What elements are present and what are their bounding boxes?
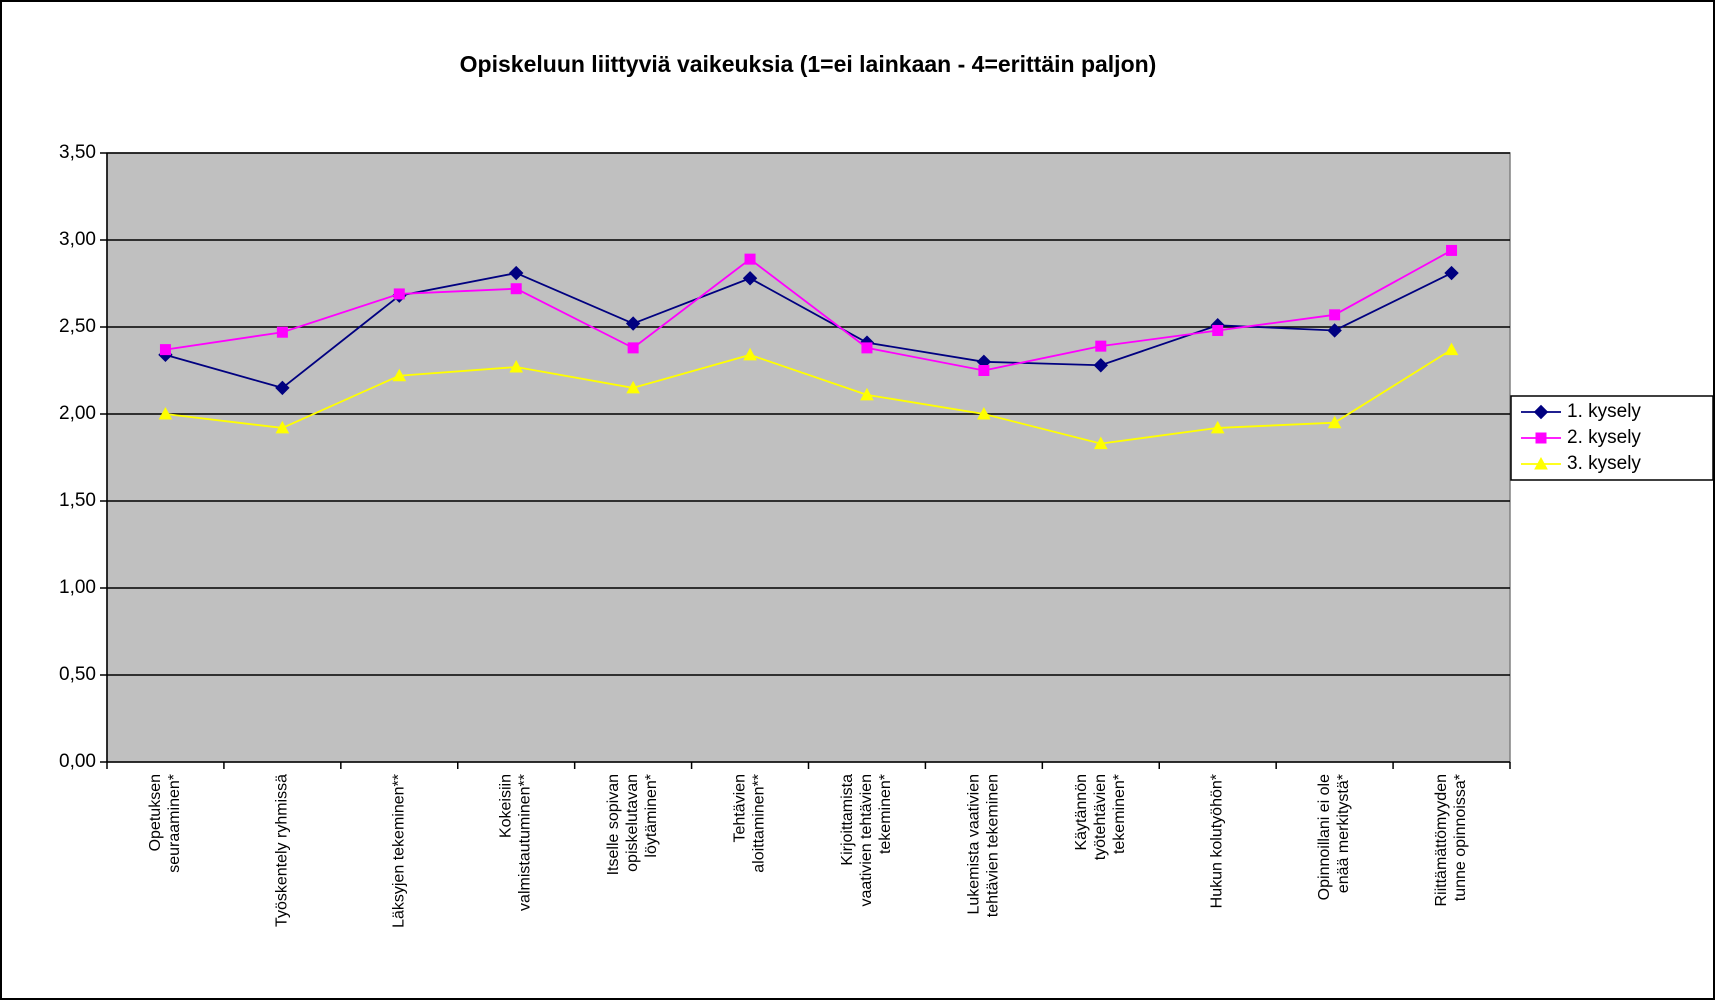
series-line [165, 272, 1452, 389]
marker [276, 326, 288, 338]
marker [158, 406, 173, 420]
y-tick-label: 0,00 [59, 751, 96, 772]
y-tick-label: 3,50 [59, 142, 96, 163]
marker [1327, 415, 1342, 429]
y-tick-label: 2,50 [59, 316, 96, 337]
marker [1327, 323, 1342, 338]
marker [742, 271, 758, 286]
marker [977, 406, 991, 420]
y-tick-label: 1,50 [59, 490, 96, 511]
marker [978, 365, 990, 376]
marker [1329, 309, 1341, 321]
marker [743, 347, 757, 361]
marker [1210, 420, 1225, 434]
marker [744, 253, 756, 265]
marker [1093, 358, 1108, 373]
marker [509, 359, 524, 373]
marker [860, 387, 874, 401]
marker [393, 288, 405, 300]
x-tick-label: Riittämättömyyden tunne opinnoissa* [1433, 774, 1469, 907]
marker [1533, 404, 1549, 420]
legend-label: 1. kysely [1567, 401, 1641, 422]
chart-title: Opiskeluun liittyviä vaikeuksia (1=ei la… [460, 51, 1157, 77]
marker [1093, 436, 1108, 450]
marker [625, 316, 641, 331]
marker [1444, 265, 1459, 281]
y-tick-label: 2,00 [59, 403, 96, 424]
x-tick-label: Kirjoittamista vaativien tehtävien tekemin… [839, 774, 894, 907]
legend-label: 2. kysely [1567, 427, 1641, 448]
marker [1535, 432, 1547, 444]
x-tick-label: Itselle sopivan opiskelutavan löytäminen* [605, 774, 660, 875]
marker [509, 265, 524, 281]
marker [1446, 244, 1458, 256]
x-tick-label: Tehtävien aloittaminen** [732, 774, 768, 873]
legend-label: 3. kysely [1567, 453, 1641, 474]
y-tick-label: 3,00 [59, 229, 96, 250]
marker [275, 380, 290, 396]
series-line [165, 348, 1453, 445]
x-tick-label: Käytännön työtehtävien tekeminen* [1073, 774, 1128, 860]
marker [626, 380, 640, 394]
x-tick-label: Lukemista vaativien tehtävien tekeminen [966, 774, 1002, 917]
marker [1534, 456, 1548, 470]
x-tick-label: Opetuksen seuraaminen* [147, 774, 183, 873]
marker [275, 420, 290, 434]
marker [1444, 342, 1459, 356]
marker [392, 368, 407, 382]
x-tick-label: Läksyjen tekeminen** [391, 774, 408, 928]
x-tick-label: Opinnoillani ei ole enää merkitystä* [1316, 774, 1352, 900]
marker [1212, 324, 1224, 336]
x-tick-label: Työskentely ryhmissä [274, 774, 291, 927]
x-tick-label: Hukun kolutyöhön* [1209, 774, 1226, 908]
marker [510, 283, 522, 295]
y-tick-label: 0,50 [59, 664, 96, 685]
series-line [165, 249, 1452, 372]
marker [627, 342, 639, 354]
x-tick-label: Kokeisiin valmistautuminen** [498, 774, 534, 911]
marker [861, 342, 873, 354]
plot-area [106, 152, 1511, 763]
marker [159, 344, 171, 356]
marker [1095, 340, 1107, 352]
y-tick-label: 1,00 [59, 577, 96, 598]
